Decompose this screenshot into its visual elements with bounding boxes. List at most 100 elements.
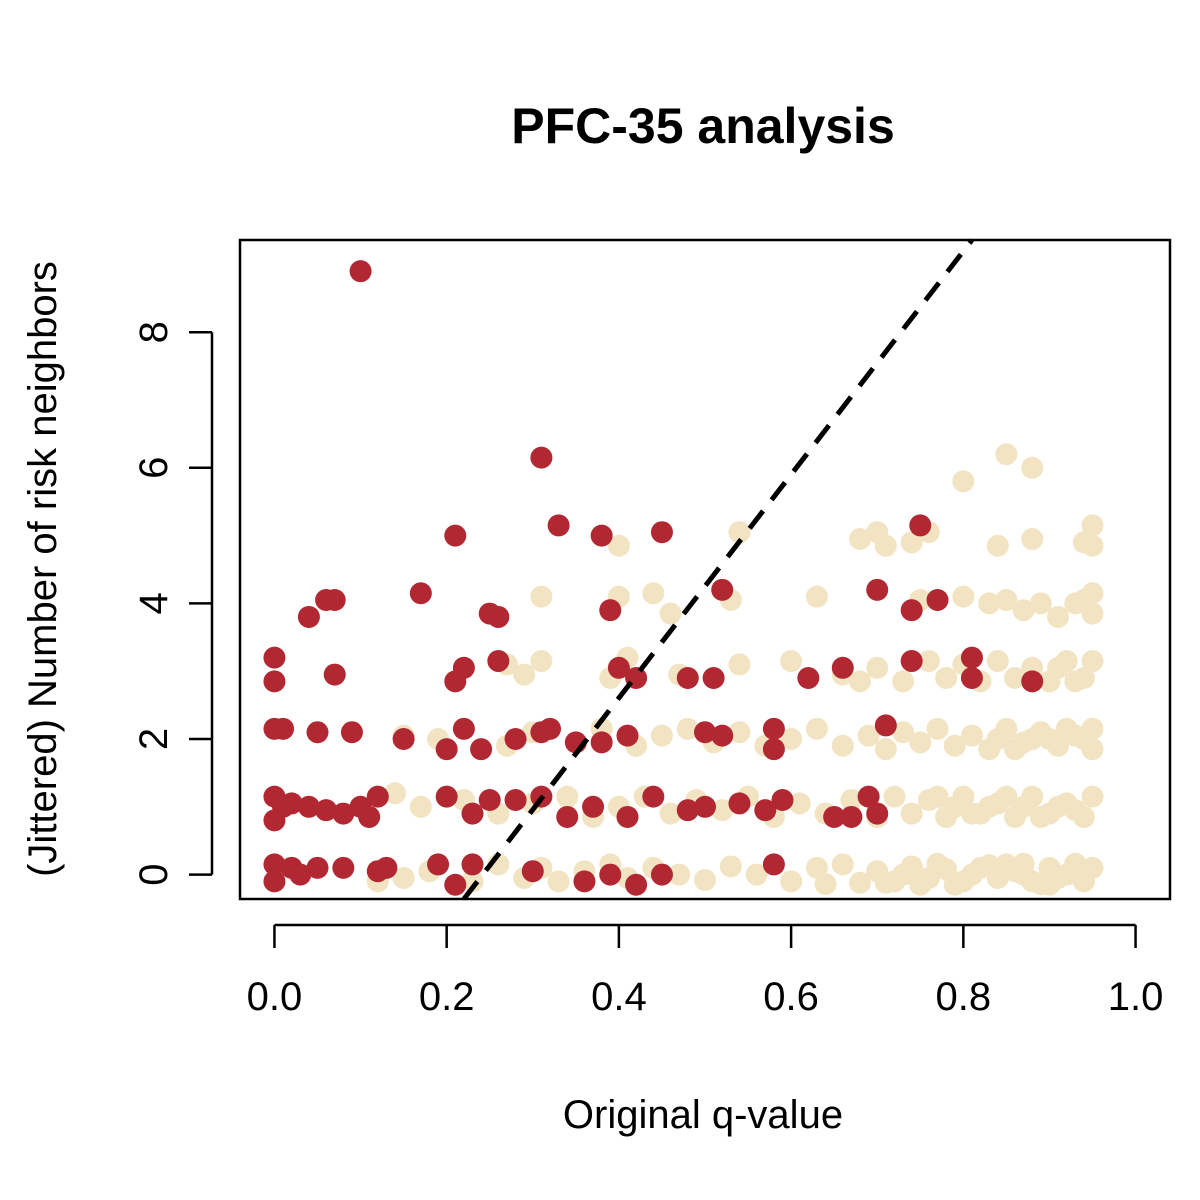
data-point-risk-68 [452, 656, 475, 679]
data-point-other-133 [780, 650, 803, 673]
data-point-other-89 [926, 785, 949, 808]
data-point-other-111 [960, 724, 983, 747]
data-point-other-51 [409, 795, 432, 818]
data-point-risk-10 [461, 853, 484, 876]
data-point-other-45 [960, 863, 983, 886]
data-point-risk-80 [297, 605, 320, 628]
data-point-other-55 [556, 785, 579, 808]
data-point-risk-7 [375, 856, 398, 879]
data-point-risk-76 [900, 650, 923, 673]
data-point-other-42 [995, 853, 1018, 876]
data-point-other-153 [642, 582, 665, 605]
y-tick-label: 6 [132, 457, 176, 479]
data-point-risk-36 [676, 799, 699, 822]
data-point-risk-91 [444, 524, 467, 547]
data-point-other-182 [1021, 456, 1044, 479]
data-point-other-68 [883, 785, 906, 808]
data-point-other-82 [978, 795, 1001, 818]
data-point-risk-35 [642, 785, 665, 808]
data-point-other-136 [866, 656, 889, 679]
data-point-risk-63 [874, 714, 897, 737]
data-point-risk-82 [323, 589, 346, 612]
data-point-risk-47 [306, 721, 329, 744]
data-point-other-66 [840, 789, 863, 812]
data-point-other-85 [1064, 799, 1087, 822]
data-point-risk-61 [762, 717, 785, 740]
data-point-other-135 [849, 670, 871, 693]
data-point-other-151 [530, 585, 553, 608]
data-point-risk-51 [452, 717, 475, 740]
data-point-risk-73 [702, 666, 725, 689]
data-point-other-109 [926, 717, 949, 740]
data-point-risk-14 [625, 873, 648, 896]
data-point-risk-49 [392, 727, 415, 750]
data-point-other-122 [1038, 727, 1061, 750]
data-point-other-169 [728, 521, 751, 544]
data-point-other-161 [1012, 599, 1035, 622]
data-point-other-125 [986, 727, 1009, 750]
data-point-other-142 [986, 650, 1009, 673]
data-point-risk-88 [866, 578, 889, 601]
data-point-other-156 [805, 585, 828, 608]
data-point-risk-23 [332, 802, 355, 825]
x-tick-label: 0.6 [763, 975, 819, 1019]
data-point-other-44 [892, 863, 915, 886]
data-point-risk-55 [539, 717, 561, 740]
data-point-other-49 [909, 873, 932, 896]
data-point-other-121 [1055, 717, 1078, 740]
data-point-other-87 [995, 785, 1018, 808]
data-point-risk-50 [435, 738, 458, 761]
data-point-other-180 [952, 470, 975, 493]
data-point-risk-64 [263, 646, 286, 669]
data-point-other-176 [1021, 527, 1044, 550]
data-point-other-18 [831, 853, 854, 876]
chart-title: PFC-35 analysis [511, 98, 895, 154]
data-point-risk-72 [676, 666, 699, 689]
data-point-other-160 [995, 589, 1018, 612]
y-tick-label: 4 [132, 592, 176, 614]
data-point-risk-42 [840, 805, 863, 828]
data-point-other-104 [831, 734, 854, 757]
data-point-risk-32 [556, 805, 579, 828]
data-point-other-175 [986, 534, 1009, 557]
data-point-other-86 [960, 802, 983, 825]
data-point-other-35 [978, 854, 1001, 877]
data-point-other-110 [943, 734, 966, 757]
data-point-risk-37 [694, 795, 716, 818]
x-axis-label: Original q-value [563, 1093, 843, 1137]
data-point-risk-34 [616, 805, 639, 828]
data-point-risk-0 [263, 870, 286, 893]
data-point-other-15 [745, 863, 768, 886]
data-point-other-61 [711, 799, 734, 822]
x-axis: 0.0 0.2 0.4 0.6 0.8 1.0 [247, 923, 1163, 1019]
x-tick-label: 0.8 [936, 975, 992, 1019]
data-point-other-83 [1012, 795, 1035, 818]
data-point-other-81 [943, 795, 966, 818]
data-point-risk-78 [960, 666, 983, 689]
data-point-risk-75 [831, 656, 854, 679]
data-point-risk-41 [823, 805, 846, 828]
data-point-risk-53 [504, 727, 527, 750]
data-point-other-163 [1047, 605, 1070, 628]
data-point-risk-1 [263, 853, 286, 876]
data-point-other-47 [1038, 873, 1061, 896]
data-point-other-12 [668, 863, 691, 886]
data-point-risk-48 [340, 721, 363, 744]
data-point-risk-93 [590, 524, 613, 547]
data-point-other-38 [926, 852, 949, 875]
data-point-other-1 [392, 866, 415, 889]
data-point-risk-33 [582, 795, 605, 818]
data-point-risk-66 [323, 663, 346, 686]
data-point-risk-97 [349, 260, 372, 283]
data-point-other-14 [719, 855, 742, 878]
x-tick-label: 0.2 [419, 975, 475, 1019]
y-tick-label: 0 [132, 863, 176, 885]
data-point-other-7 [547, 870, 570, 893]
data-point-risk-11 [521, 860, 544, 883]
data-point-other-167 [1072, 589, 1095, 612]
data-point-risk-95 [909, 514, 932, 537]
data-point-risk-44 [866, 802, 889, 825]
data-point-other-105 [857, 724, 880, 747]
y-axis-label: (Jittered) Number of risk neighbors [21, 261, 65, 877]
data-point-other-64 [788, 792, 811, 815]
